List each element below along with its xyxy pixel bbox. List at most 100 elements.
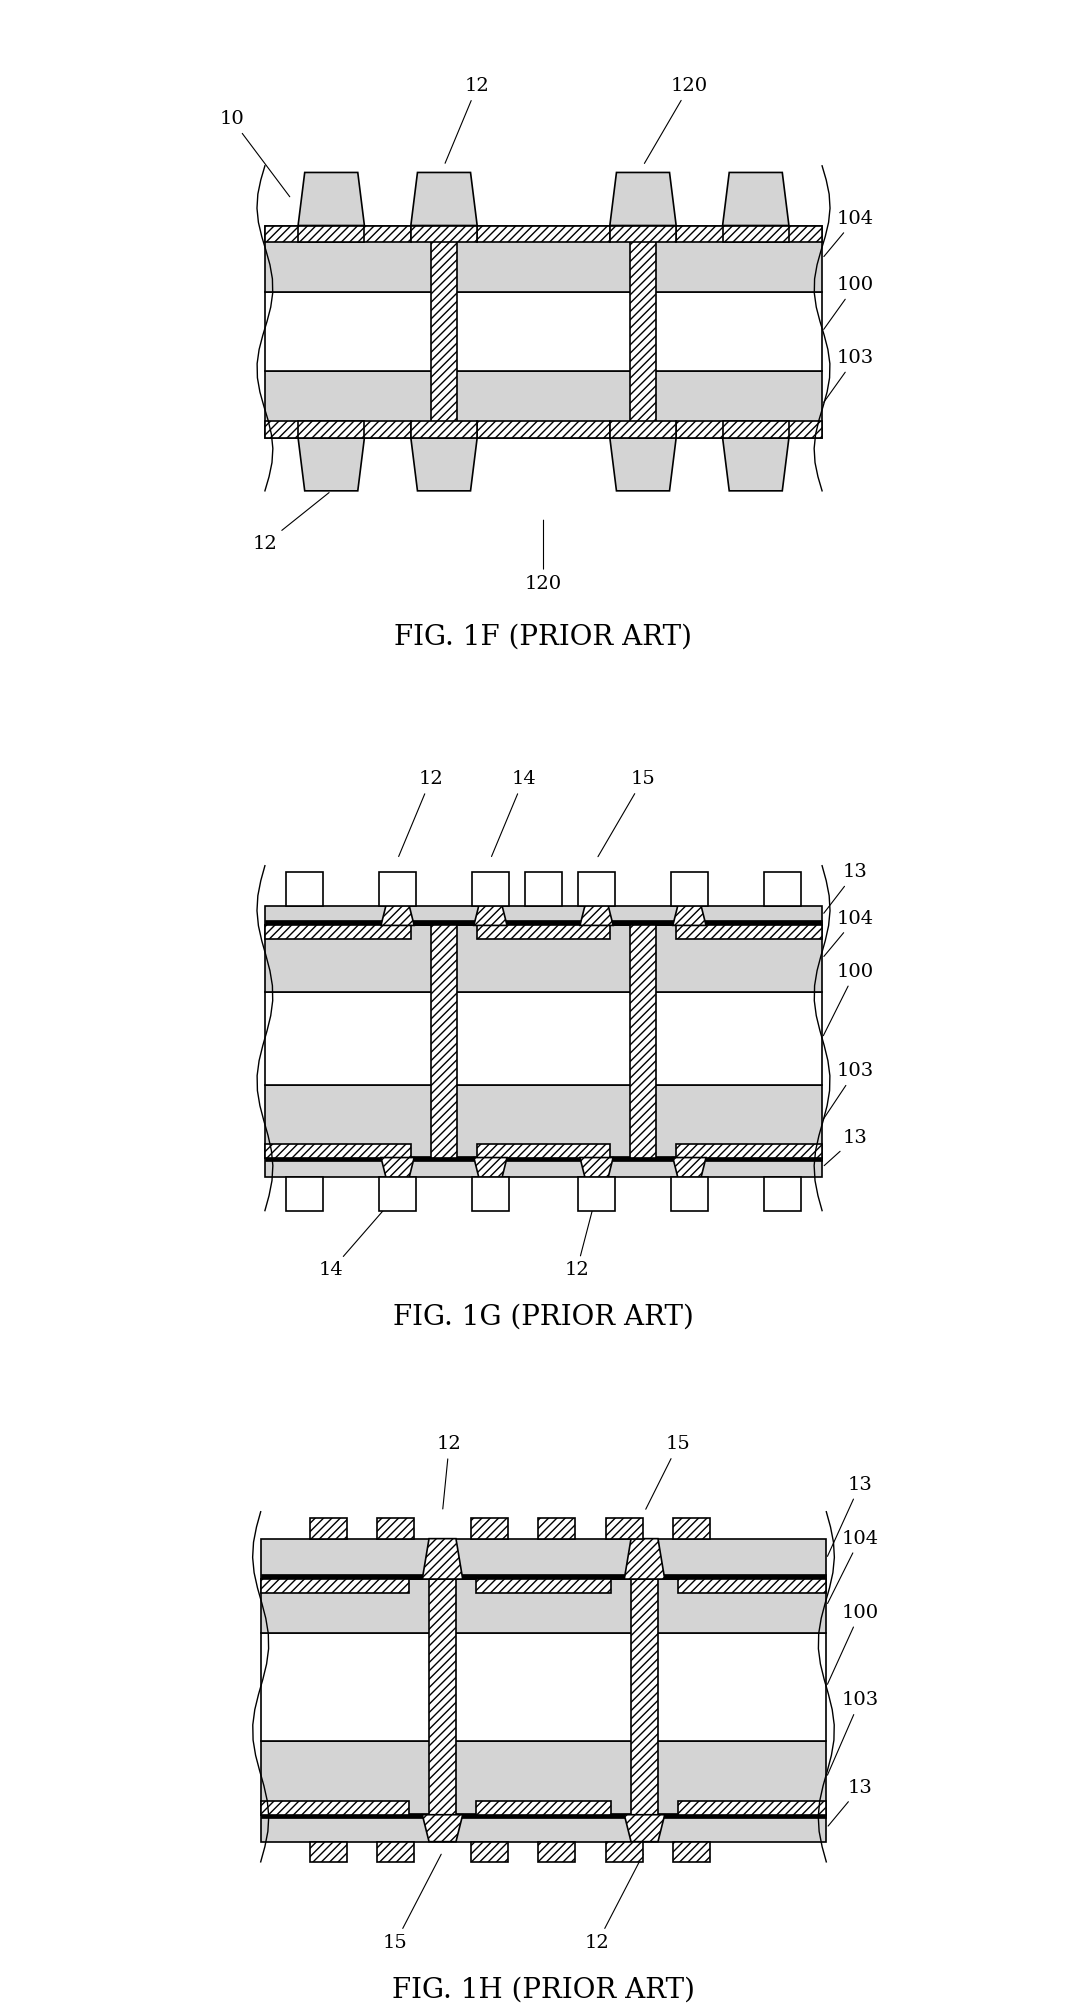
Bar	[477, 422, 610, 438]
Bar	[287, 1178, 323, 1210]
Bar	[610, 422, 676, 438]
Polygon shape	[298, 438, 364, 490]
Polygon shape	[624, 1540, 665, 1580]
Polygon shape	[422, 1540, 463, 1580]
Text: 104: 104	[824, 209, 874, 257]
Text: 100: 100	[827, 1604, 878, 1684]
Bar	[265, 991, 822, 1085]
Polygon shape	[723, 438, 789, 490]
Text: 100: 100	[824, 275, 874, 330]
Text: 12: 12	[437, 1435, 462, 1510]
Bar	[430, 925, 458, 1158]
Bar	[471, 1841, 508, 1861]
Bar	[379, 872, 416, 904]
Text: 14: 14	[318, 1196, 396, 1278]
Bar	[265, 422, 411, 438]
Bar	[605, 1841, 642, 1861]
Bar	[265, 1158, 822, 1178]
Text: FIG. 1G (PRIOR ART): FIG. 1G (PRIOR ART)	[393, 1302, 694, 1331]
Text: 12: 12	[564, 1196, 596, 1278]
Polygon shape	[380, 904, 414, 925]
Text: 13: 13	[824, 1130, 867, 1166]
Bar	[411, 422, 477, 438]
Bar	[265, 904, 822, 925]
Bar	[287, 872, 323, 904]
Bar	[472, 1178, 509, 1210]
Bar	[605, 1518, 642, 1540]
Text: FIG. 1H (PRIOR ART): FIG. 1H (PRIOR ART)	[392, 1976, 695, 2004]
Bar	[261, 1801, 409, 1815]
Text: 104: 104	[827, 1530, 878, 1604]
Bar	[261, 1574, 826, 1580]
Bar	[377, 1841, 414, 1861]
Text: 10: 10	[220, 111, 290, 197]
Polygon shape	[298, 173, 364, 225]
Text: 14: 14	[491, 770, 536, 856]
Bar	[476, 1580, 611, 1592]
Bar	[764, 1178, 800, 1210]
Bar	[525, 872, 562, 904]
Text: 120: 120	[525, 521, 562, 593]
Bar	[538, 1518, 575, 1540]
Polygon shape	[474, 1158, 507, 1178]
Bar	[673, 1841, 710, 1861]
Bar	[477, 925, 610, 939]
Bar	[265, 225, 411, 241]
Bar	[261, 1540, 826, 1580]
Bar	[310, 1518, 347, 1540]
Bar	[377, 1518, 414, 1540]
Text: FIG. 1F (PRIOR ART): FIG. 1F (PRIOR ART)	[395, 623, 692, 651]
Bar	[265, 921, 822, 925]
Bar	[261, 1813, 826, 1819]
Bar	[477, 1144, 610, 1158]
Bar	[676, 1144, 822, 1158]
Bar	[298, 422, 364, 438]
Bar	[673, 1518, 710, 1540]
Bar	[471, 1518, 508, 1540]
Bar	[265, 372, 822, 438]
Bar	[671, 872, 708, 904]
Bar	[379, 1178, 416, 1210]
Text: 13: 13	[824, 864, 867, 913]
Bar	[676, 925, 822, 939]
Bar	[610, 225, 676, 241]
Bar	[411, 225, 477, 241]
Bar	[678, 1580, 826, 1592]
Bar	[265, 291, 822, 372]
Bar	[723, 422, 789, 438]
Text: 12: 12	[399, 770, 443, 856]
Bar	[476, 1801, 611, 1815]
Bar	[429, 1580, 455, 1815]
Bar	[764, 872, 800, 904]
Polygon shape	[411, 173, 477, 225]
Bar	[265, 1144, 411, 1158]
Bar	[477, 225, 610, 241]
Polygon shape	[411, 438, 477, 490]
Text: 104: 104	[824, 911, 874, 957]
Bar	[265, 925, 822, 991]
Polygon shape	[422, 1815, 463, 1841]
Bar	[671, 1178, 708, 1210]
Bar	[723, 225, 789, 241]
Bar	[578, 1178, 615, 1210]
Text: 12: 12	[585, 1855, 644, 1952]
Bar	[310, 1841, 347, 1861]
Bar	[265, 1085, 822, 1158]
Text: 120: 120	[645, 76, 708, 163]
Bar	[261, 1815, 826, 1841]
Bar	[261, 1741, 826, 1815]
Bar	[261, 1580, 826, 1632]
Polygon shape	[610, 438, 676, 490]
Bar	[578, 872, 615, 904]
Polygon shape	[610, 173, 676, 225]
Polygon shape	[673, 904, 707, 925]
Text: 12: 12	[445, 76, 489, 163]
Bar	[538, 1841, 575, 1861]
Text: 15: 15	[646, 1435, 690, 1510]
Bar	[298, 225, 364, 241]
Text: 15: 15	[383, 1855, 441, 1952]
Text: 103: 103	[824, 350, 874, 402]
Bar	[261, 1580, 409, 1592]
Polygon shape	[380, 1158, 414, 1178]
Bar	[261, 1632, 826, 1741]
